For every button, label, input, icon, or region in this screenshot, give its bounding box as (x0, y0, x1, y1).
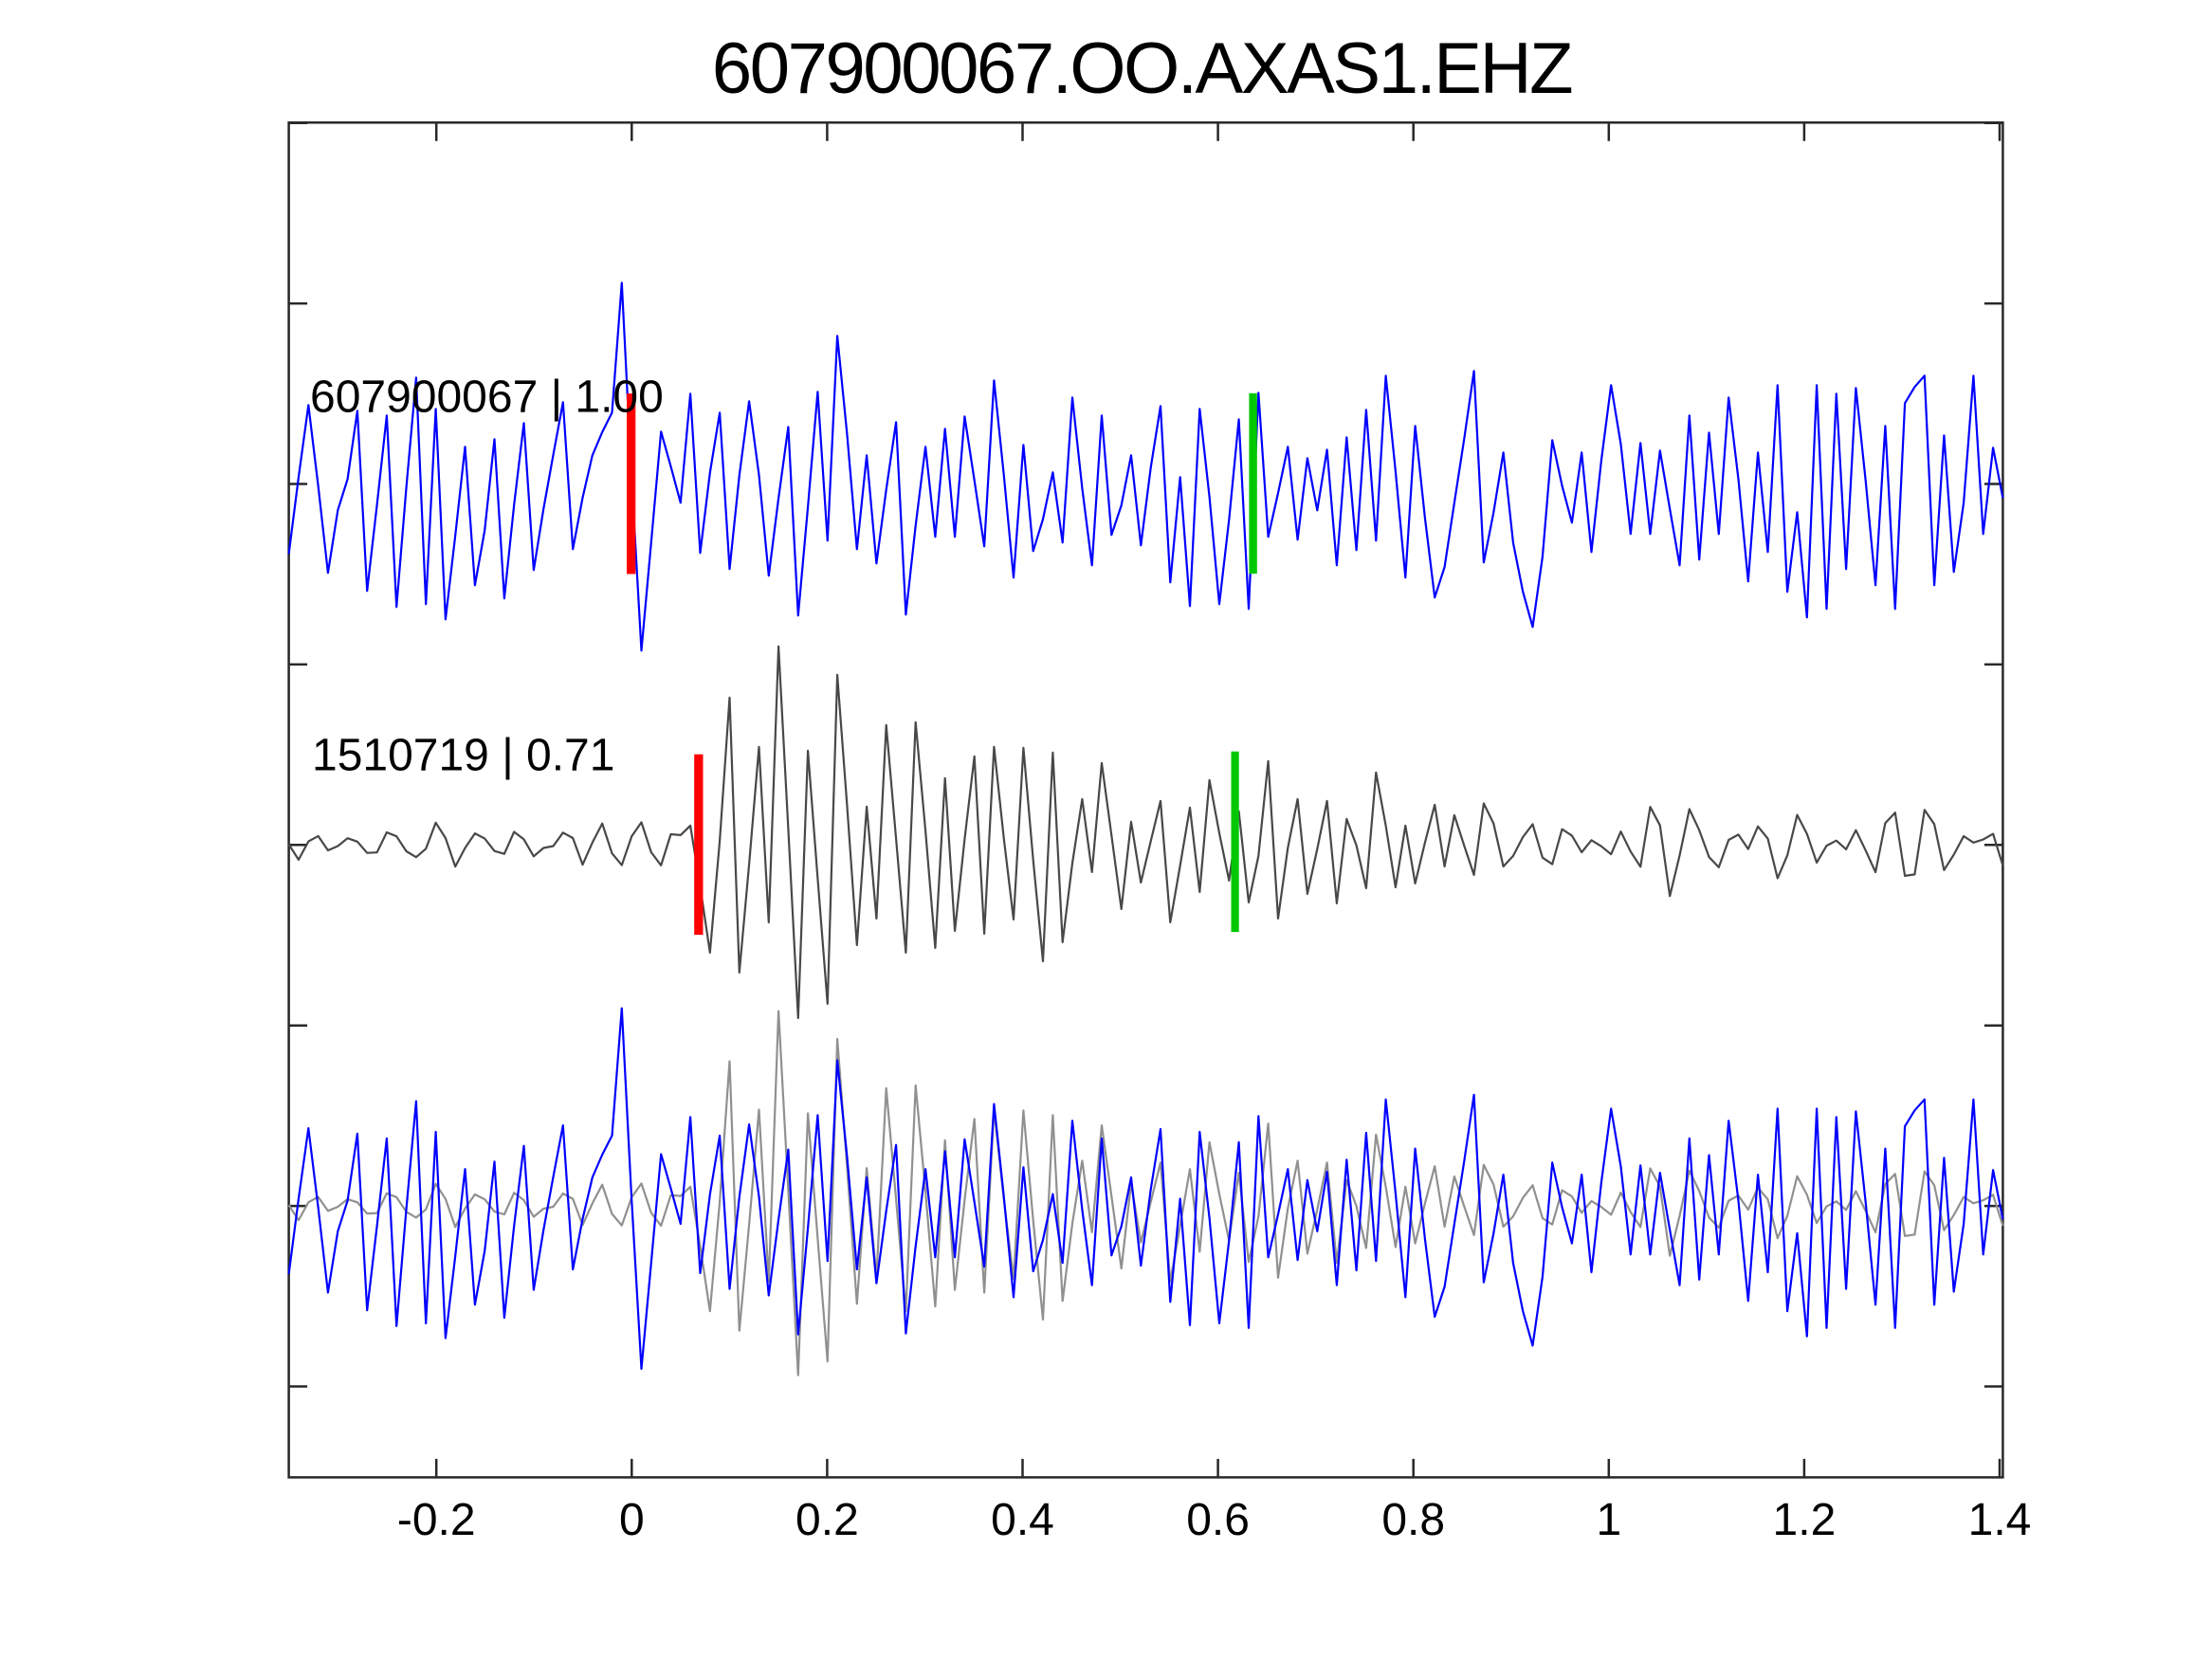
svg-text:1.2: 1.2 (1773, 1495, 1837, 1545)
svg-text:0.6: 0.6 (1186, 1495, 1250, 1545)
svg-text:1: 1 (1596, 1495, 1621, 1545)
svg-text:607900067.OO.AXAS1.EHZ: 607900067.OO.AXAS1.EHZ (712, 28, 1572, 109)
svg-text:0: 0 (619, 1495, 645, 1545)
svg-text:1.4: 1.4 (1968, 1495, 2032, 1545)
svg-text:0.8: 0.8 (1381, 1495, 1445, 1545)
svg-text:0.2: 0.2 (795, 1495, 859, 1545)
svg-text:607900067 | 1.00: 607900067 | 1.00 (310, 373, 664, 423)
svg-text:1510719 | 0.71: 1510719 | 0.71 (312, 730, 614, 780)
svg-text:0.4: 0.4 (991, 1495, 1054, 1545)
svg-text:-0.2: -0.2 (397, 1495, 476, 1545)
